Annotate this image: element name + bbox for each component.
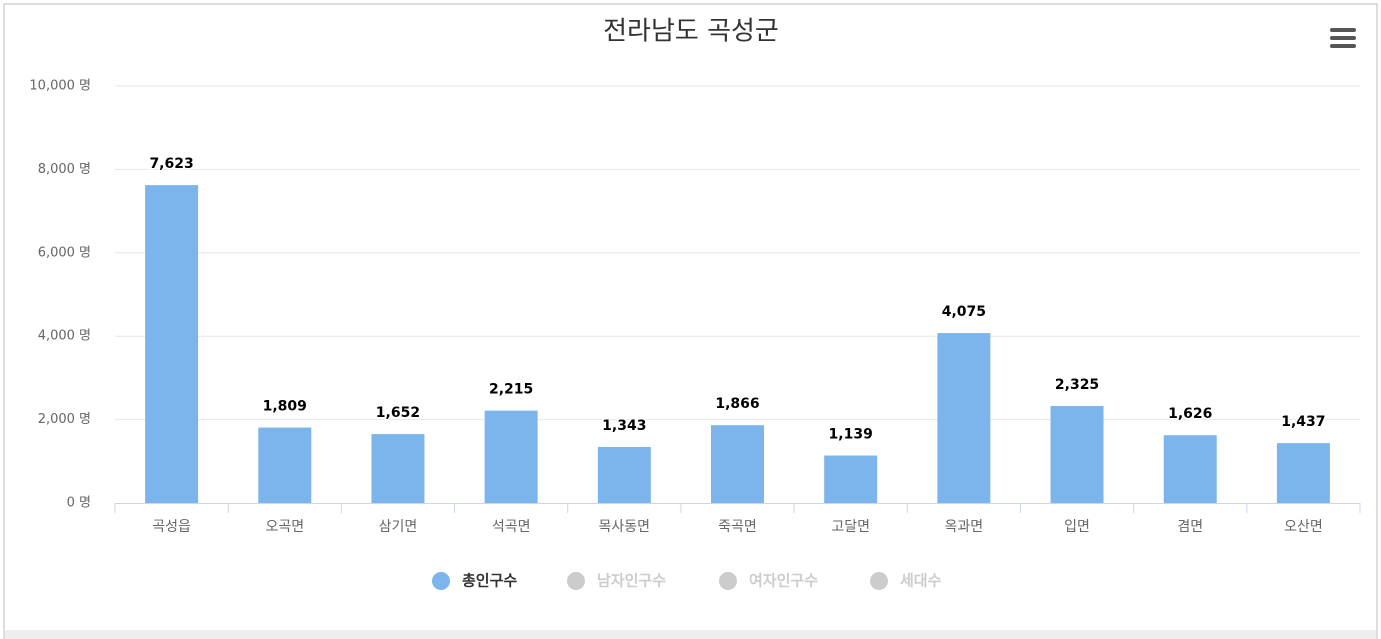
legend-label[interactable]: 여자인구수 <box>749 572 818 590</box>
data-label: 1,343 <box>602 418 646 434</box>
bar <box>824 455 878 503</box>
legend-label[interactable]: 총인구수 <box>462 572 517 590</box>
bar <box>597 446 651 503</box>
bar <box>145 185 199 503</box>
x-tick-label: 석곡면 <box>492 519 531 535</box>
x-tick-label: 죽곡면 <box>718 519 757 535</box>
legend-marker[interactable] <box>567 572 585 590</box>
data-label: 1,139 <box>829 427 873 443</box>
bar <box>1163 435 1217 503</box>
y-tick-label: 10,000 명 <box>29 79 91 94</box>
x-tick-label: 고달면 <box>831 519 870 535</box>
x-tick-label: 목사동면 <box>599 519 651 535</box>
data-label: 2,215 <box>489 382 533 398</box>
legend-marker[interactable] <box>870 572 888 590</box>
x-tick-label: 입면 <box>1064 519 1090 535</box>
frame <box>3 3 1378 639</box>
menu-bar[interactable] <box>1330 36 1356 40</box>
x-tick-label: 오산면 <box>1284 519 1323 535</box>
bar <box>711 425 764 503</box>
y-tick-label: 2,000 명 <box>38 412 91 427</box>
chart-title: 전라남도 곡성군 <box>603 17 779 47</box>
data-label: 1,626 <box>1168 406 1212 422</box>
data-label: 7,623 <box>149 156 193 172</box>
bottom-strip <box>5 630 1376 639</box>
x-tick-label: 곡성읍 <box>152 519 191 535</box>
bar <box>258 427 312 503</box>
y-tick-label: 0 명 <box>67 496 91 511</box>
data-label: 4,075 <box>942 304 986 320</box>
menu-bar[interactable] <box>1330 28 1356 32</box>
data-label: 2,325 <box>1055 377 1099 393</box>
bar <box>484 410 538 503</box>
legend-marker[interactable] <box>432 572 450 590</box>
data-label: 1,866 <box>715 396 759 412</box>
menu-bar[interactable] <box>1330 44 1356 48</box>
x-tick-label: 옥과면 <box>945 519 984 535</box>
bar <box>1276 443 1330 503</box>
bar <box>371 434 425 503</box>
data-label: 1,437 <box>1281 414 1325 430</box>
bar <box>1050 406 1104 503</box>
bar <box>937 333 991 503</box>
y-tick-label: 8,000 명 <box>38 162 91 177</box>
legend-label[interactable]: 세대수 <box>900 572 942 590</box>
x-tick-label: 삼기면 <box>379 519 418 535</box>
data-label: 1,652 <box>376 405 420 421</box>
x-tick-label: 오곡면 <box>265 519 304 535</box>
y-tick-label: 6,000 명 <box>38 245 91 260</box>
legend-marker[interactable] <box>719 572 737 590</box>
data-label: 1,809 <box>263 399 307 415</box>
legend-label[interactable]: 남자인구수 <box>597 572 666 590</box>
x-tick-label: 겸면 <box>1177 519 1203 535</box>
y-tick-label: 4,000 명 <box>38 329 91 344</box>
menu-button[interactable] <box>1330 28 1356 48</box>
